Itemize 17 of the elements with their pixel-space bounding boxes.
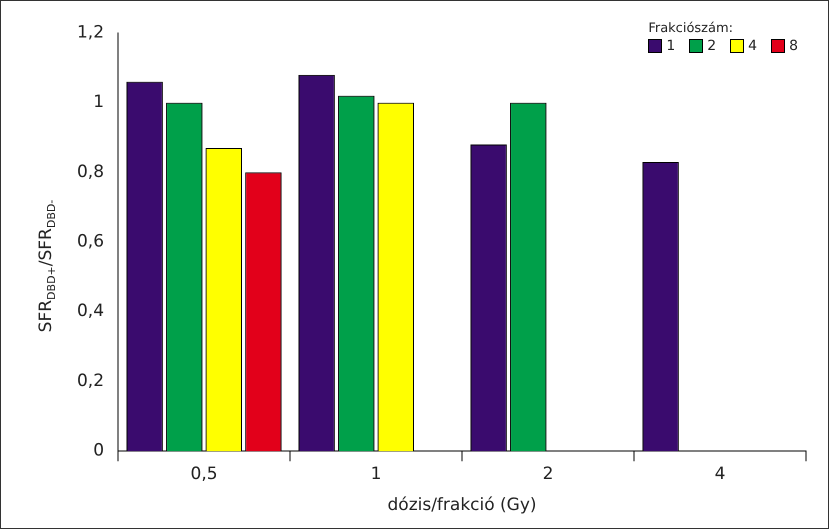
y-tick-label: 0,4 [76, 301, 104, 322]
x-axis-title: dózis/frakció (Gy) [387, 495, 537, 516]
y-tick-label: 0,8 [76, 162, 104, 182]
legend-label: 1 [666, 38, 676, 54]
legend-label: 4 [748, 38, 758, 54]
x-tick-label: 1 [370, 464, 382, 484]
legend-label: 8 [789, 38, 798, 54]
legend-title: Frakciószám: [648, 21, 734, 36]
legend-label: 2 [707, 38, 716, 54]
x-tick-label: 2 [542, 464, 554, 484]
y-tick-label: 0,2 [76, 370, 104, 391]
x-tick-label: 0,5 [190, 464, 218, 484]
y-tick-label: 1 [93, 92, 104, 112]
y-tick-label: 0,6 [76, 232, 104, 252]
y-tick-label: 1,2 [76, 22, 104, 42]
y-tick-label: 0 [93, 440, 104, 461]
x-tick-label: 4 [714, 464, 726, 484]
